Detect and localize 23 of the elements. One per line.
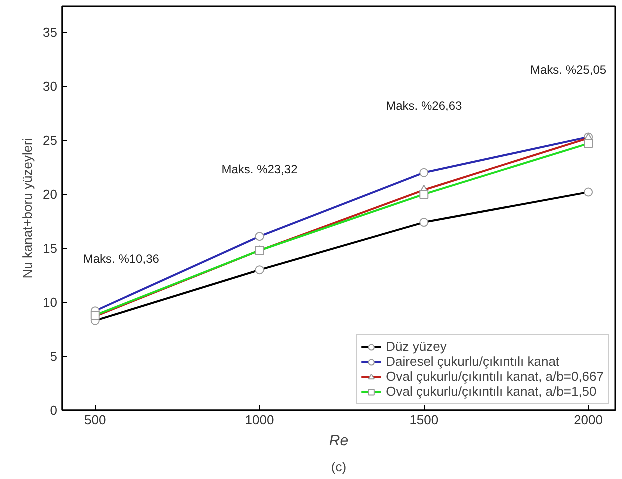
y-tick-label: 15 bbox=[43, 240, 58, 256]
y-axis-title: Nu kanat+boru yüzeyleri bbox=[20, 138, 36, 279]
annotation: Maks. %10,36 bbox=[83, 252, 160, 266]
legend-label: Düz yüzey bbox=[386, 339, 447, 354]
annotation: Maks. %23,32 bbox=[222, 162, 298, 177]
annotation: Maks. %26,63 bbox=[386, 98, 462, 113]
y-tick-label: 0 bbox=[50, 403, 58, 418]
legend-label: Dairesel çukurlu/çıkıntılı kanat bbox=[386, 354, 560, 369]
y-tick-label: 35 bbox=[43, 24, 58, 40]
y-tick-label: 5 bbox=[50, 348, 58, 364]
x-tick-label: 2000 bbox=[574, 412, 603, 428]
x-tick-label: 1500 bbox=[410, 412, 439, 428]
y-tick-label: 25 bbox=[43, 132, 58, 148]
y-tick-label: 30 bbox=[43, 78, 58, 94]
x-axis-title: Re bbox=[329, 432, 349, 450]
legend-label: Oval çukurlu/çıkıntılı kanat, a/b=1,50 bbox=[386, 384, 597, 399]
annotation: Maks. %25,05 bbox=[530, 63, 607, 78]
legend-label: Oval çukurlu/çıkıntılı kanat, a/b=0,667 bbox=[386, 369, 604, 384]
y-tick-label: 10 bbox=[43, 294, 58, 310]
x-tick-label: 1000 bbox=[245, 412, 274, 428]
text: (c) bbox=[331, 460, 347, 474]
y-tick-label: 20 bbox=[43, 186, 58, 202]
x-tick-label: 500 bbox=[84, 412, 106, 428]
